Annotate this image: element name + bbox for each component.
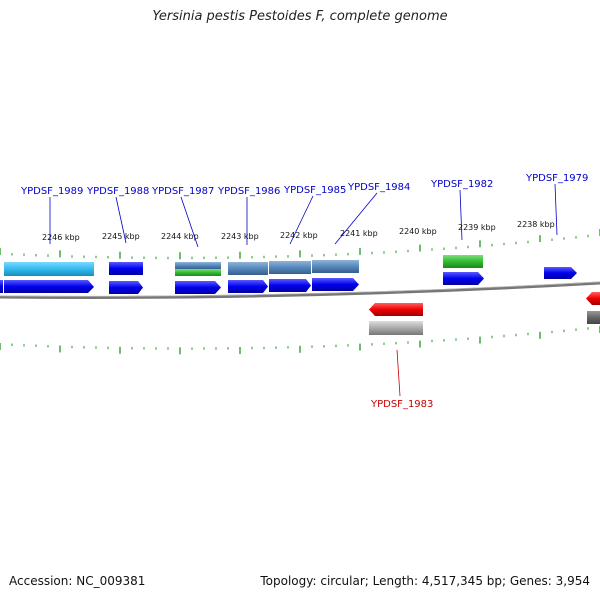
genome-backbone: [0, 281, 600, 299]
feature-block-blue[interactable]: [109, 262, 143, 275]
gene-label-forward[interactable]: YPDSF_1987: [151, 186, 214, 197]
gene-arrow-forward[interactable]: [312, 278, 359, 291]
genome-backbone-highlight: [0, 281, 600, 297]
scale-label: 2238 kbp: [517, 220, 555, 229]
gene-leader-line-reverse: [396, 349, 401, 397]
feature-block-green[interactable]: [443, 255, 483, 268]
gene-arrow-forward[interactable]: [269, 279, 311, 292]
scale-label: 2246 kbp: [42, 233, 80, 242]
gene-arrow-forward[interactable]: [4, 280, 94, 293]
scale-ticks-outer: [0, 229, 600, 260]
scale-label: 2242 kbp: [280, 231, 318, 240]
scale-label: 2240 kbp: [399, 227, 437, 236]
scale-label: 2244 kbp: [161, 232, 199, 241]
accession-text: Accession: NC_009381: [9, 574, 146, 588]
feature-block-steel[interactable]: [175, 262, 221, 269]
gene-label-forward[interactable]: YPDSF_1982: [430, 179, 493, 190]
gene-arrow-forward[interactable]: [544, 267, 577, 279]
scale-label: 2245 kbp: [102, 232, 140, 241]
gene-arrow-forward[interactable]: [109, 281, 143, 294]
gene-label-forward[interactable]: YPDSF_1989: [20, 186, 83, 197]
feature-block-cyan[interactable]: [4, 262, 94, 276]
feature-block-dark-grey[interactable]: [587, 311, 600, 324]
feature-block-steel[interactable]: [269, 261, 311, 274]
gene-label-reverse[interactable]: YPDSF_1983: [370, 399, 433, 410]
feature-block-steel[interactable]: [312, 260, 359, 273]
gene-label-forward[interactable]: YPDSF_1988: [86, 186, 149, 197]
scale-label: 2239 kbp: [458, 223, 496, 232]
gene-arrow-forward[interactable]: [228, 280, 268, 293]
gene-leader-lines: [49, 183, 558, 248]
gene-arrow-reverse[interactable]: [369, 303, 423, 316]
feature-block-steel[interactable]: [228, 262, 268, 275]
scale-ticks-inner: [0, 326, 600, 355]
gene-label-forward[interactable]: YPDSF_1979: [525, 173, 588, 184]
gene-label-forward[interactable]: YPDSF_1984: [347, 182, 410, 193]
gene-arrow-forward[interactable]: [0, 280, 3, 293]
gene-arrow-forward[interactable]: [175, 281, 221, 294]
gene-arrow-reverse[interactable]: [586, 292, 600, 305]
feature-block-green[interactable]: [175, 269, 221, 276]
gene-label-forward[interactable]: YPDSF_1986: [217, 186, 280, 197]
scale-label: 2243 kbp: [221, 232, 259, 241]
gene-arrow-forward[interactable]: [443, 272, 484, 285]
map-title: Yersinia pestis Pestoides F, complete ge…: [152, 9, 448, 24]
genome-summary-text: Topology: circular; Length: 4,517,345 bp…: [260, 574, 590, 588]
feature-block-grey[interactable]: [369, 321, 423, 335]
gene-label-forward[interactable]: YPDSF_1985: [283, 185, 346, 196]
scale-label: 2241 kbp: [340, 229, 378, 238]
